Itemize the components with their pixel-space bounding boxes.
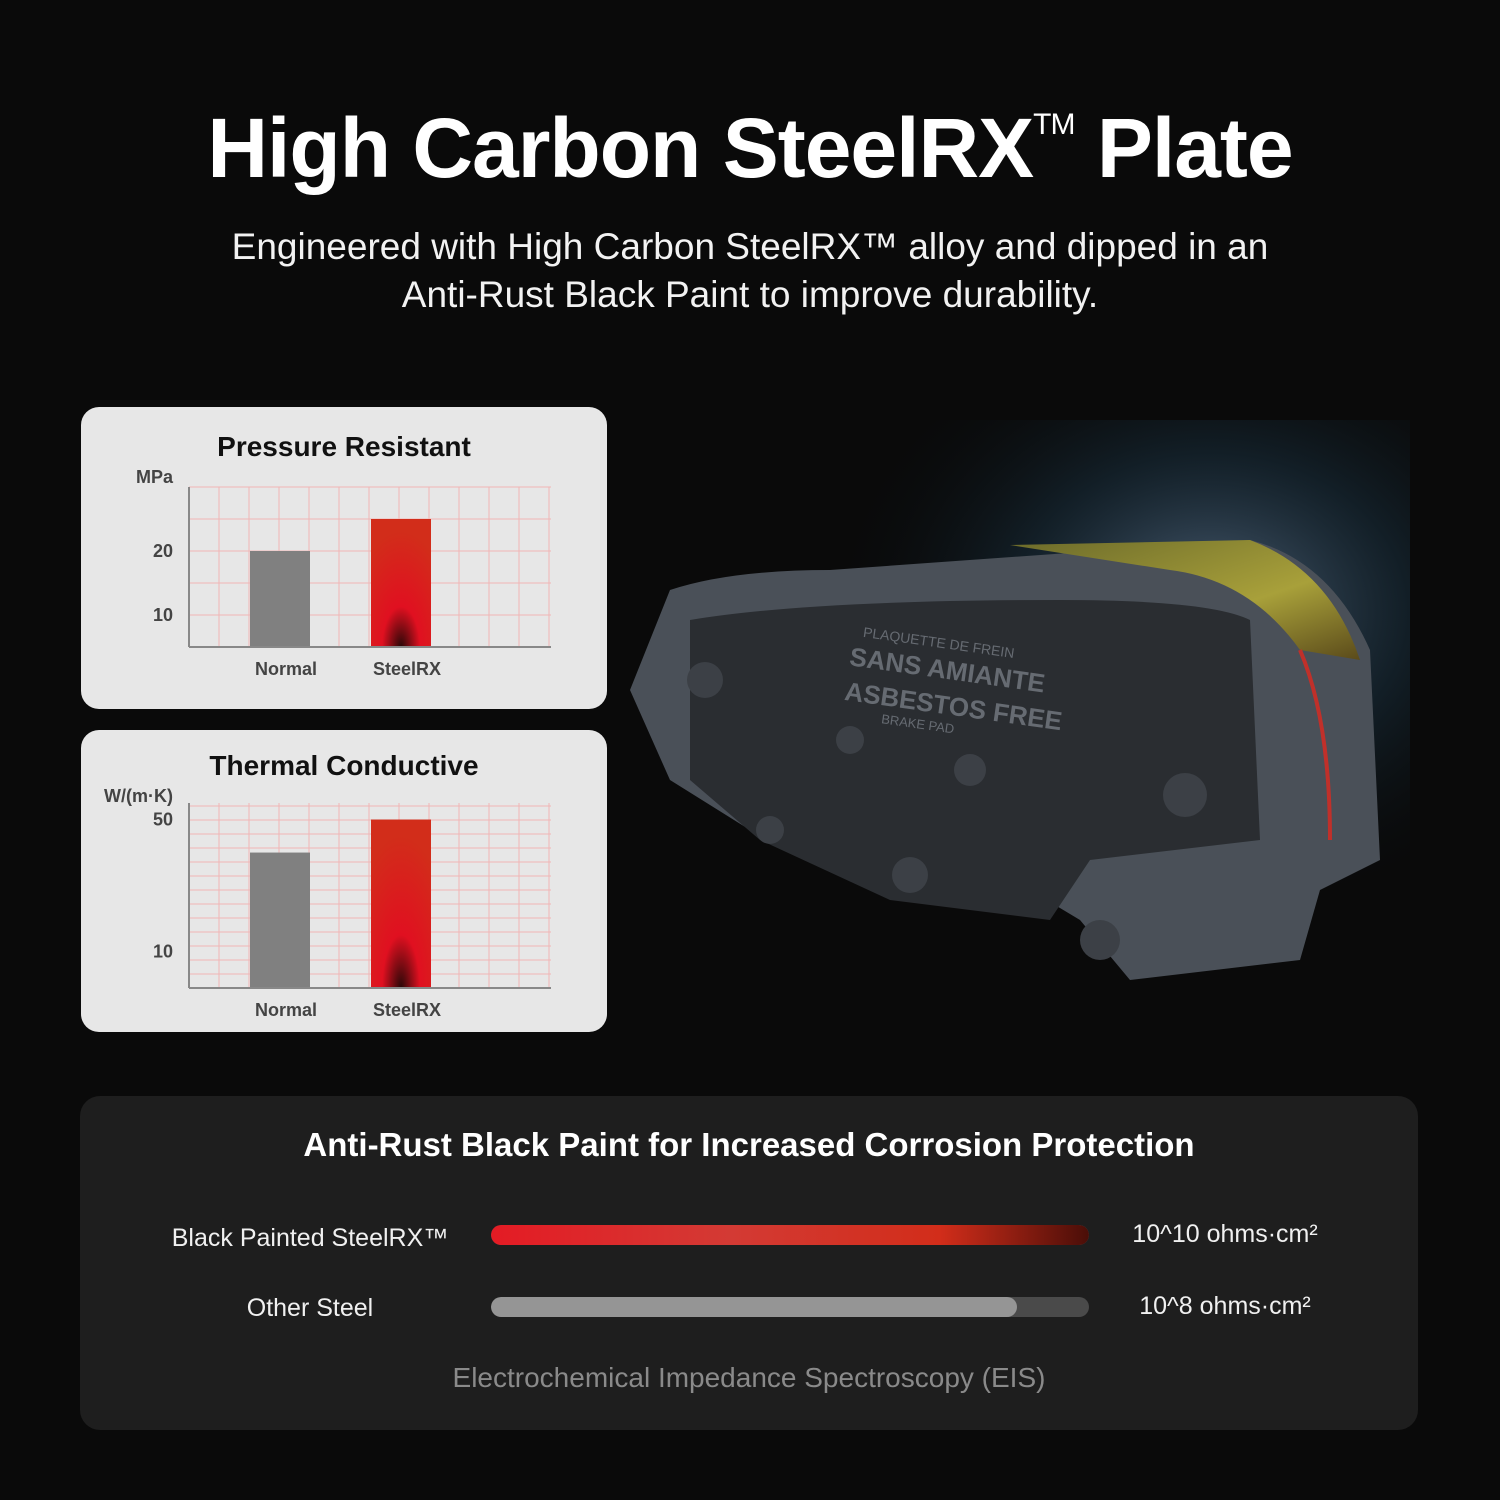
footnote: Electrochemical Impedance Spectroscopy (…: [452, 1362, 1046, 1393]
x-tick-label: Normal: [255, 1000, 317, 1020]
row-label: Black Painted SteelRX™: [171, 1224, 449, 1252]
row-value: 10^8 ohms·cm²: [1139, 1292, 1311, 1320]
thermal-conductive-chart: Normal SteelRX 10 50 Thermal Conductive W/(…: [81, 730, 607, 1032]
row-value: 10^10 ohms·cm²: [1132, 1220, 1318, 1248]
bar-normal: [250, 852, 310, 988]
subtitle-line-1: Engineered with High Carbon SteelRX™ all…: [231, 226, 1269, 267]
bar-steelrx: [371, 819, 431, 988]
panel-title: Anti-Rust Black Paint for Increased Corr…: [303, 1126, 1195, 1163]
x-tick-label: Normal: [255, 659, 317, 679]
y-axis-label: MPa: [135, 467, 173, 487]
chart-svg: Normal SteelRX 10 50: [153, 803, 551, 1020]
row-label: Other Steel: [246, 1294, 374, 1322]
y-axis-label: W/(m·K): [104, 786, 173, 806]
bar-fill: [491, 1297, 1018, 1317]
y-tick-label: 10: [153, 605, 173, 625]
chart-svg: Normal SteelRX 10 20: [153, 486, 551, 679]
chart-title: Thermal Conductive: [209, 750, 479, 781]
brake-pad-image: PLAQUETTE DE FREIN SANS AMIANTE ASBESTOS…: [610, 420, 1410, 1060]
steelrx-bar: [491, 1225, 1089, 1245]
y-tick-label: 50: [153, 810, 173, 830]
bar-normal: [250, 551, 310, 647]
bar-steelrx: [371, 519, 431, 647]
chart-title: Pressure Resistant: [217, 431, 471, 462]
subtitle-line-2: Anti-Rust Black Paint to improve durabil…: [401, 274, 1099, 315]
pressure-resistant-chart: Normal SteelRX 10 20 Pressure Resistant MPa: [81, 407, 607, 709]
x-tick-label: SteelRX: [373, 659, 441, 679]
other-steel-bar: [491, 1297, 1089, 1317]
page-title: High Carbon SteelRXTM Plate: [207, 101, 1293, 195]
bar-fill: [491, 1225, 1089, 1245]
y-tick-label: 20: [153, 541, 173, 561]
corrosion-panel: Anti-Rust Black Paint for Increased Corr…: [80, 1096, 1418, 1430]
y-tick-label: 10: [153, 942, 173, 962]
x-tick-label: SteelRX: [373, 1000, 441, 1020]
